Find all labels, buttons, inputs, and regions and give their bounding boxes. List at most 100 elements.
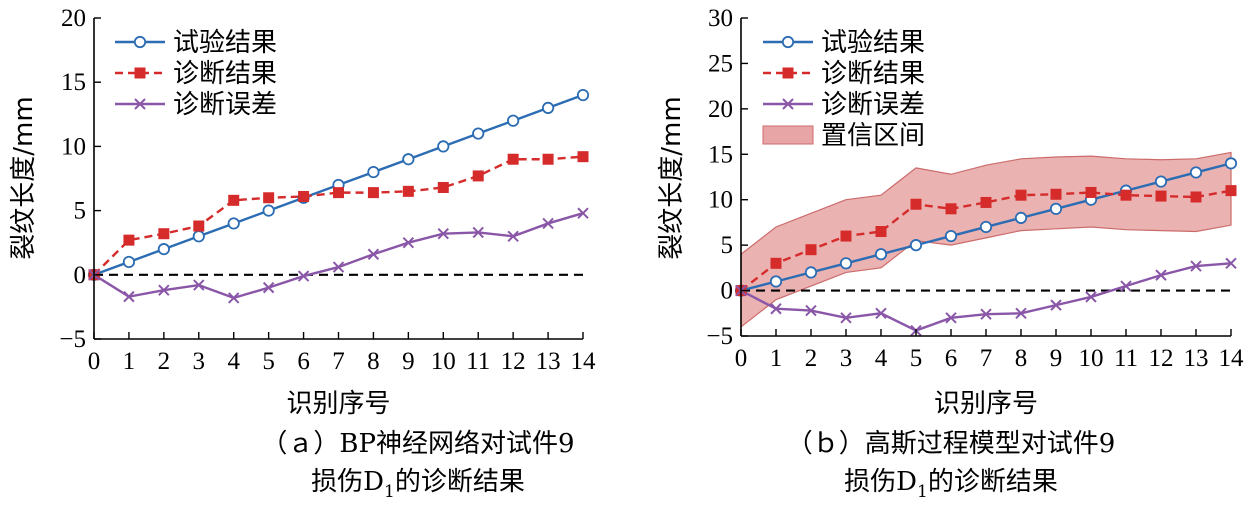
data-point-err bbox=[1120, 280, 1132, 292]
data-point-diag bbox=[805, 244, 817, 256]
legend-label-test: 试验结果 bbox=[173, 28, 277, 58]
data-point-diag bbox=[1085, 186, 1097, 198]
legend-label-band: 置信区间 bbox=[821, 121, 925, 151]
data-point-test bbox=[227, 217, 240, 230]
data-point-test bbox=[769, 275, 783, 288]
x-tick-label: 4 bbox=[875, 345, 888, 372]
data-point-test bbox=[874, 248, 888, 261]
data-point-err bbox=[507, 230, 519, 242]
x-tick-label: 7 bbox=[980, 345, 993, 372]
legend-label-diag: 诊断结果 bbox=[821, 59, 925, 89]
data-point-err bbox=[875, 307, 887, 319]
data-point-diag bbox=[980, 196, 992, 208]
x-tick-label: 1 bbox=[123, 348, 136, 375]
data-point-diag bbox=[298, 190, 310, 202]
x-tick-label: 1 bbox=[770, 345, 783, 372]
data-point-test bbox=[541, 101, 555, 114]
data-point-err bbox=[1015, 307, 1027, 319]
data-point-err bbox=[770, 303, 782, 315]
caption-line-2: 损伤D1的诊断结果 bbox=[311, 467, 525, 502]
data-point-diag bbox=[123, 234, 135, 246]
data-point-err bbox=[1050, 299, 1062, 311]
x-tick-label: 2 bbox=[158, 348, 171, 375]
data-point-err bbox=[542, 217, 554, 230]
data-point-diag bbox=[1050, 188, 1062, 200]
data-point-diag bbox=[770, 257, 782, 269]
x-tick-label: 12 bbox=[1149, 345, 1174, 372]
data-point-err bbox=[577, 207, 589, 219]
data-point-diag bbox=[472, 170, 484, 182]
y-axis-label: 裂纹长度/mm bbox=[657, 96, 687, 259]
data-point-diag bbox=[542, 153, 554, 165]
data-point-test bbox=[367, 165, 380, 179]
data-point-test bbox=[576, 88, 590, 102]
data-point-err bbox=[297, 270, 310, 282]
data-point-test bbox=[909, 239, 923, 252]
data-point-diag bbox=[333, 187, 344, 199]
data-point-err bbox=[1155, 269, 1167, 281]
data-point-err bbox=[1085, 291, 1097, 303]
x-tick-label: 3 bbox=[840, 345, 853, 372]
y-tick-label: 15 bbox=[61, 69, 86, 96]
x-tick-label: 3 bbox=[193, 348, 206, 375]
data-point-diag bbox=[875, 226, 887, 238]
x-tick-label: 7 bbox=[332, 348, 345, 375]
data-point-test bbox=[979, 220, 993, 234]
data-point-test bbox=[262, 204, 275, 217]
x-tick-label: 14 bbox=[571, 348, 597, 375]
data-point-test bbox=[157, 243, 170, 256]
x-tick-label: 0 bbox=[88, 348, 101, 375]
y-tick-label: 10 bbox=[708, 187, 733, 214]
data-point-diag bbox=[263, 192, 275, 204]
y-tick-label: 15 bbox=[708, 141, 733, 168]
data-point-test bbox=[472, 127, 485, 140]
caption-line-1: （ａ）BP神经网络对试件9 bbox=[261, 429, 574, 459]
data-point-diag bbox=[367, 187, 379, 199]
data-point-err bbox=[472, 226, 484, 239]
x-tick-label: 4 bbox=[227, 348, 240, 375]
data-point-test bbox=[192, 230, 205, 243]
legend-label-test: 试验结果 bbox=[821, 28, 925, 58]
data-point-err bbox=[228, 292, 240, 304]
legend-marker-err bbox=[782, 98, 794, 110]
data-point-diag bbox=[193, 220, 205, 232]
y-tick-label: 0 bbox=[74, 262, 87, 289]
x-axis-label: 识别序号 bbox=[934, 389, 1038, 419]
data-point-err bbox=[402, 236, 415, 249]
caption-subscript: 1 bbox=[384, 482, 395, 502]
x-tick-label: 11 bbox=[1114, 345, 1138, 372]
y-tick-label: −5 bbox=[59, 326, 86, 353]
data-point-err bbox=[945, 312, 957, 324]
y-tick-label: 0 bbox=[721, 278, 734, 305]
data-point-test bbox=[437, 140, 450, 153]
data-point-diag bbox=[577, 151, 589, 163]
x-tick-label: 5 bbox=[262, 348, 275, 375]
data-point-err bbox=[980, 308, 992, 320]
y-tick-label: −5 bbox=[706, 323, 733, 350]
data-point-diag bbox=[507, 153, 519, 165]
data-point-test bbox=[944, 229, 958, 243]
legend-label-diag: 诊断结果 bbox=[173, 59, 277, 89]
y-tick-label: 25 bbox=[708, 50, 733, 77]
x-tick-label: 10 bbox=[431, 348, 456, 375]
data-point-err bbox=[437, 228, 449, 240]
x-tick-label: 14 bbox=[1219, 345, 1245, 372]
caption-line-2: 损伤D1的诊断结果 bbox=[844, 467, 1058, 502]
legend-marker-diag bbox=[134, 67, 146, 79]
x-tick-label: 5 bbox=[910, 345, 923, 372]
x-tick-label: 2 bbox=[805, 345, 818, 372]
data-point-diag bbox=[437, 181, 449, 193]
x-tick-label: 9 bbox=[1050, 345, 1063, 372]
data-point-err bbox=[1225, 257, 1237, 270]
data-point-test bbox=[1049, 202, 1063, 215]
data-point-test bbox=[1224, 157, 1238, 170]
x-tick-label: 13 bbox=[1184, 345, 1209, 372]
x-tick-label: 9 bbox=[402, 348, 415, 375]
data-point-test bbox=[1189, 166, 1203, 179]
caption-line-2-prefix: 损伤D bbox=[311, 467, 384, 497]
data-point-test bbox=[804, 266, 818, 279]
y-tick-label: 10 bbox=[61, 133, 86, 160]
data-point-err bbox=[123, 290, 135, 303]
